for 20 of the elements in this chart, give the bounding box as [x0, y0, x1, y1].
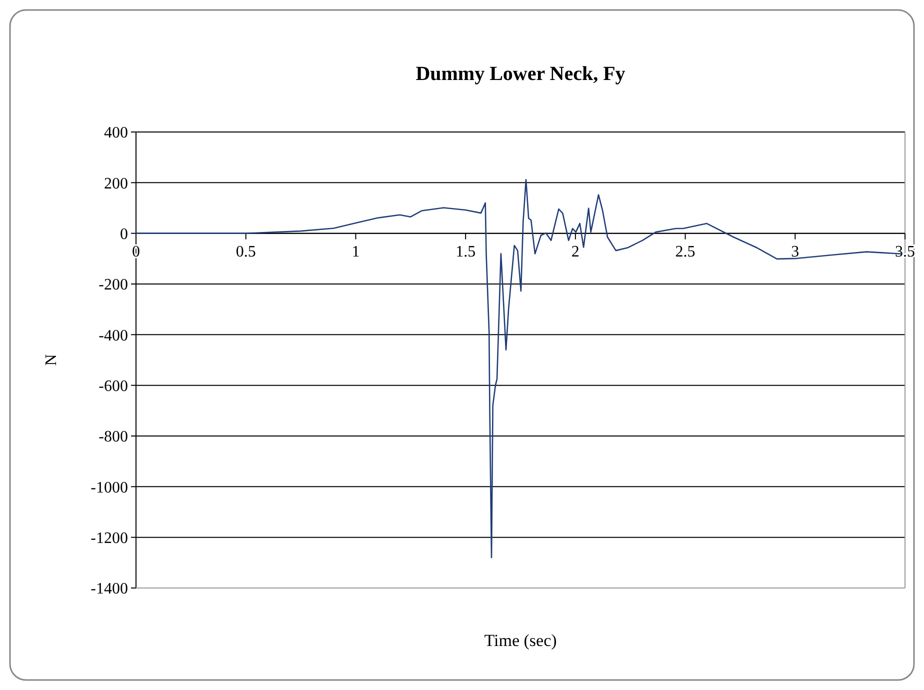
x-tick-label: 1.5 — [456, 243, 476, 260]
y-tick-label: -600 — [98, 378, 128, 395]
y-tick-label: -800 — [98, 428, 128, 446]
y-tick-label: -1200 — [90, 530, 128, 547]
y-axis-title: N — [43, 354, 60, 366]
y-tick-label: -400 — [98, 327, 128, 344]
y-tick-label: 200 — [104, 175, 128, 192]
y-tick-label: -1400 — [90, 580, 128, 598]
x-tick-label: 2.5 — [675, 243, 696, 260]
x-tick-label: 3 — [791, 243, 800, 260]
x-tick-label: 2 — [571, 243, 580, 260]
x-tick-label: 0.5 — [236, 243, 256, 260]
y-tick-label: 400 — [104, 124, 128, 142]
x-tick-label: 1 — [352, 243, 360, 260]
y-tick-label: -200 — [98, 276, 128, 294]
y-tick-label: -1000 — [90, 479, 128, 496]
y-tick-label: 0 — [120, 226, 128, 243]
chart-title: Dummy Lower Neck, Fy — [416, 63, 626, 85]
x-axis-title: Time (sec) — [484, 631, 557, 650]
x-tick-label: 3.5 — [895, 243, 915, 260]
